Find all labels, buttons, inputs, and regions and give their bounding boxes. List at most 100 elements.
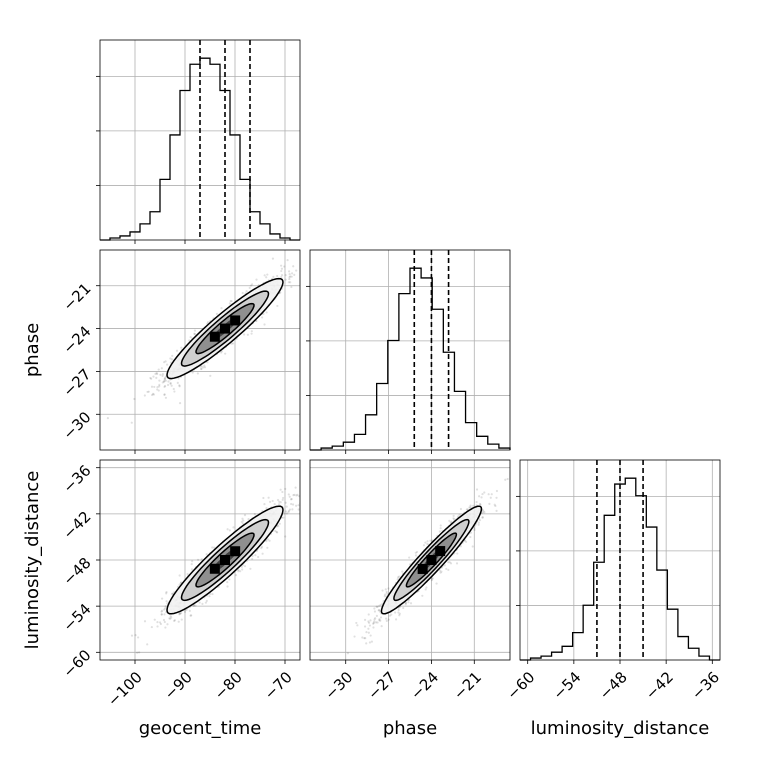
- scatter-point: [415, 550, 419, 554]
- scatter-point: [385, 592, 388, 595]
- scatter-point: [266, 538, 270, 541]
- scatter-point: [158, 621, 162, 624]
- scatter-point: [147, 390, 150, 393]
- scatter-point: [250, 332, 253, 335]
- scatter-point: [287, 270, 291, 273]
- scatter-point: [275, 530, 278, 534]
- scatter-point: [478, 502, 482, 506]
- scatter-point: [469, 504, 472, 507]
- scatter-point: [130, 421, 133, 424]
- scatter-point: [161, 381, 164, 384]
- scatter-point: [163, 608, 166, 611]
- scatter-point: [226, 528, 229, 531]
- y-tick-label-luminosity_distance: −36: [59, 462, 94, 497]
- scatter-point: [307, 476, 309, 478]
- scatter-point: [425, 586, 428, 589]
- scatter-point: [254, 554, 257, 557]
- scatter-point: [288, 495, 291, 498]
- scatter-point: [367, 631, 370, 634]
- scatter-point: [294, 486, 297, 489]
- scatter-point: [180, 618, 183, 621]
- scatter-point: [452, 517, 455, 520]
- scatter-point: [151, 392, 155, 395]
- scatter-point: [234, 574, 238, 577]
- scatter-point: [447, 568, 450, 571]
- scatter-point: [166, 623, 169, 626]
- panel-frame: [309, 459, 511, 661]
- scatter-point: [296, 493, 299, 496]
- scatter-point: [506, 477, 509, 481]
- scatter-point: [271, 499, 274, 503]
- scatter-point: [213, 546, 216, 549]
- scatter-point: [465, 508, 468, 511]
- scatter-point: [211, 592, 214, 596]
- y-axis-label-luminosity_distance: luminosity_distance: [22, 471, 43, 650]
- hist-panel-luminosity_distance: [516, 459, 721, 664]
- scatter-point: [165, 591, 168, 594]
- scatter-point: [268, 539, 271, 542]
- scatter-point: [373, 607, 376, 610]
- scatter-point: [194, 604, 197, 607]
- scatter-point: [163, 377, 167, 380]
- scatter-point: [245, 290, 248, 293]
- scatter-point: [379, 619, 382, 622]
- histogram-step-phase: [310, 267, 511, 451]
- scatter-point: [297, 508, 300, 511]
- scatter-point: [452, 514, 455, 517]
- x-tick-label-phase: −21: [450, 668, 485, 703]
- scatter-point: [363, 625, 367, 628]
- scatter-point: [276, 531, 279, 534]
- scatter-point: [155, 376, 158, 379]
- scatter-point: [163, 393, 166, 396]
- scatter-point: [192, 604, 196, 607]
- scatter-point: [167, 380, 170, 383]
- scatter-point: [154, 372, 157, 376]
- scatter-point: [253, 512, 256, 516]
- scatter-point: [479, 503, 482, 506]
- scatter-point: [163, 613, 166, 616]
- scatter-point: [448, 561, 451, 564]
- scatter-point: [475, 500, 478, 504]
- scatter-point: [162, 380, 166, 383]
- scatter-point: [161, 609, 164, 612]
- scatter-point: [305, 273, 307, 275]
- scatter-point: [232, 526, 235, 529]
- scatter-point: [307, 488, 309, 490]
- scatter-point: [495, 489, 499, 493]
- scatter-panel-phase-vs-luminosity_distance: [309, 459, 511, 664]
- scatter-point: [165, 363, 169, 366]
- scatter-point: [166, 602, 169, 605]
- scatter-point: [458, 513, 461, 516]
- scatter-point: [290, 285, 293, 289]
- scatter-point: [261, 552, 264, 555]
- scatter-point: [206, 321, 210, 324]
- scatter-point: [290, 272, 294, 275]
- scatter-point: [257, 555, 260, 559]
- scatter-point: [200, 558, 203, 561]
- scatter-point: [134, 634, 137, 637]
- scatter-point: [160, 613, 163, 616]
- x-tick-label-geocent_time: −90: [161, 668, 196, 703]
- scatter-point: [273, 502, 276, 506]
- scatter-point: [178, 574, 181, 577]
- scatter-point: [158, 379, 161, 382]
- scatter-point: [378, 608, 381, 612]
- contour-line-level-1: [180, 290, 270, 367]
- scatter-point: [473, 528, 476, 532]
- density-peak-cell: [209, 331, 220, 342]
- scatter-point: [171, 592, 174, 596]
- scatter-point: [284, 535, 287, 538]
- scatter-point: [163, 620, 166, 624]
- scatter-point: [439, 527, 442, 530]
- scatter-point: [290, 502, 293, 506]
- scatter-point: [378, 610, 382, 613]
- scatter-point: [381, 589, 384, 592]
- scatter-point: [220, 350, 224, 353]
- scatter-point: [407, 601, 410, 604]
- scatter-point: [241, 291, 244, 295]
- scatter-point: [251, 557, 254, 561]
- scatter-point: [156, 625, 159, 628]
- scatter-point: [209, 374, 212, 377]
- scatter-point: [285, 512, 288, 515]
